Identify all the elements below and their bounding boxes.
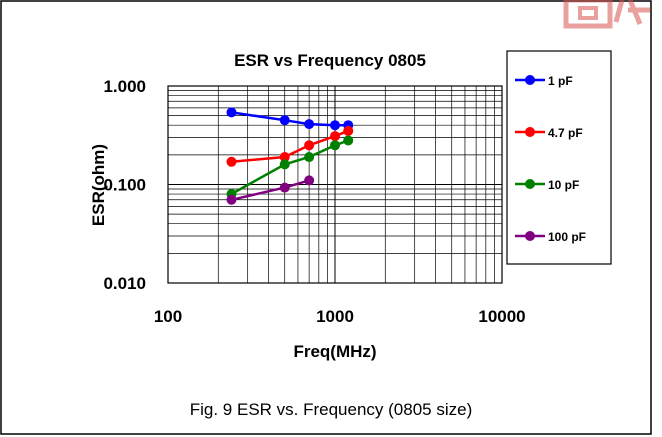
data-point-100-pf	[279, 182, 290, 193]
chart-title: ESR vs Frequency 0805	[234, 51, 426, 70]
data-point-4-7-pf	[304, 140, 315, 151]
legend: 1 pF 4.7 pF 10 pF 100 pF	[515, 74, 586, 244]
x-tick-label: 100	[154, 307, 182, 326]
x-tick-label: 1000	[316, 307, 354, 326]
data-point-4-7-pf	[330, 131, 340, 142]
legend-box	[506, 50, 612, 265]
legend-marker-10-pf	[525, 179, 535, 189]
y-tick-label: 0.100	[103, 176, 146, 195]
legend-label-1-pf: 1 pF	[548, 74, 573, 88]
data-point-4-7-pf	[343, 125, 354, 136]
esr-chart: ESR vs Frequency 0805 100 1000 10000 0.010 0…	[89, 50, 612, 361]
legend-label-4-7-pf: 4.7 pF	[548, 126, 583, 140]
tick-labels: 100 1000 10000 0.010 0.100 1.000	[103, 77, 525, 326]
data-point-1-pf	[226, 107, 237, 118]
figure-caption: Fig. 9 ESR vs. Frequency (0805 size)	[189, 400, 473, 419]
legend-marker-1-pf	[525, 75, 535, 85]
legend-label-100-pf: 100 pF	[548, 230, 586, 244]
data-point-1-pf	[304, 119, 315, 130]
data-point-4-7-pf	[279, 152, 290, 163]
legend-marker-4-7-pf	[525, 127, 535, 137]
data-series	[226, 107, 354, 205]
plot-grid	[167, 85, 503, 284]
y-axis-label: ESR(ohm)	[89, 144, 108, 226]
legend-marker-100-pf	[525, 231, 535, 241]
data-point-100-pf	[304, 175, 315, 186]
data-point-10-pf	[304, 152, 315, 163]
data-point-4-7-pf	[226, 156, 237, 167]
x-axis-label: Freq(MHz)	[293, 342, 376, 361]
y-tick-label: 0.010	[103, 274, 146, 293]
data-point-10-pf	[279, 159, 290, 170]
data-point-1-pf	[279, 115, 290, 126]
data-point-10-pf	[343, 135, 354, 146]
watermark-logo	[563, 0, 650, 29]
x-tick-label: 10000	[478, 307, 525, 326]
plot-area-border	[167, 85, 503, 284]
series-line-100-pf	[231, 179, 310, 202]
data-point-10-pf	[330, 140, 340, 151]
legend-label-10-pf: 10 pF	[548, 178, 579, 192]
y-tick-label: 1.000	[103, 77, 146, 96]
data-point-100-pf	[226, 194, 237, 205]
data-point-1-pf	[330, 120, 340, 131]
